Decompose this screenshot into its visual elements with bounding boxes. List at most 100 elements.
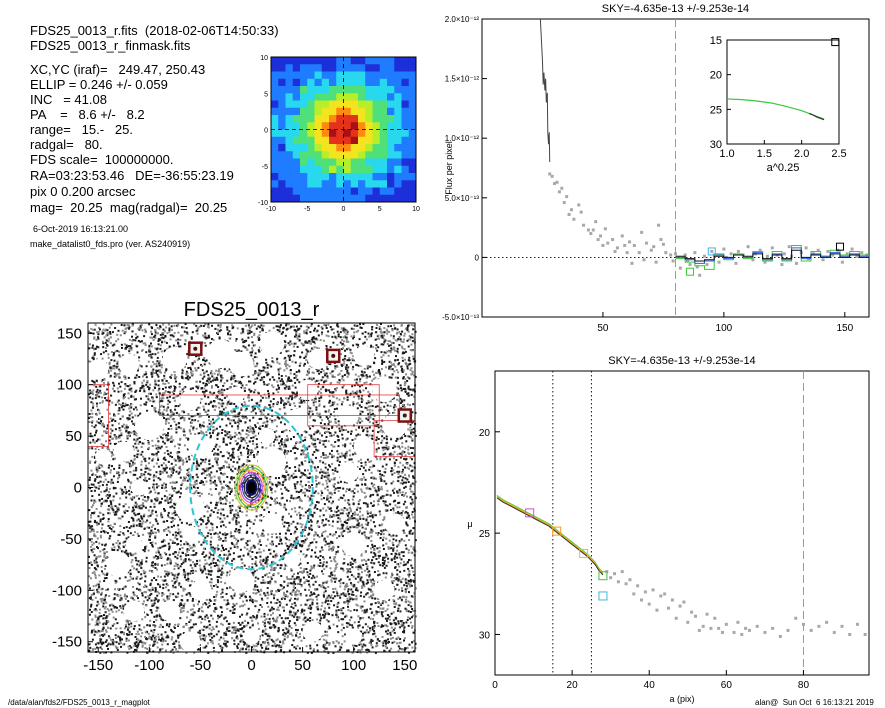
noise-pixel — [361, 394, 364, 397]
noise-pixel — [264, 641, 267, 643]
heatmap-cell — [329, 115, 337, 123]
heatmap-cell — [401, 158, 410, 167]
heatmap-cell — [285, 144, 294, 152]
noise-pixel — [165, 380, 168, 382]
noise-pixel — [250, 571, 253, 574]
noise-pixel — [284, 384, 287, 386]
heatmap-cell — [314, 165, 323, 174]
noise-pixel — [283, 521, 286, 524]
noise-pixel — [406, 506, 408, 509]
noise-pixel — [371, 639, 374, 642]
noise-pixel — [168, 418, 171, 421]
noise-pixel — [285, 323, 288, 326]
noise-pixel — [173, 324, 176, 327]
noise-pixel — [91, 420, 94, 423]
noise-pixel — [408, 559, 410, 561]
noise-pixel — [116, 362, 119, 365]
noise-pixel — [239, 597, 241, 600]
noise-pixel — [355, 402, 358, 405]
noise-pixel — [363, 371, 366, 374]
noise-pixel — [133, 625, 136, 628]
noise-pixel — [331, 404, 334, 407]
noise-pixel — [218, 389, 221, 392]
noise-pixel — [151, 564, 154, 567]
noise-pixel — [182, 609, 185, 612]
heatmap-cell — [387, 86, 395, 94]
noise-pixel — [98, 574, 101, 577]
heatmap-cell — [292, 115, 301, 123]
noise-pixel — [378, 510, 381, 513]
noise-pixel — [363, 492, 366, 494]
noise-pixel — [209, 482, 212, 485]
noise-pixel — [335, 511, 338, 514]
noise-pixel — [346, 649, 349, 652]
noise-pixel — [308, 583, 311, 586]
noise-pixel — [322, 616, 325, 619]
noise-pixel — [147, 448, 150, 451]
noise-pixel — [117, 477, 119, 480]
noise-pixel — [138, 507, 141, 510]
noise-pixel — [283, 423, 286, 426]
noise-pixel — [288, 633, 291, 635]
noise-pixel — [238, 411, 241, 414]
noise-pixel — [380, 529, 383, 532]
noise-pixel — [345, 340, 348, 343]
noise-pixel — [241, 627, 244, 629]
noise-pixel — [159, 338, 162, 341]
noise-pixel — [392, 509, 395, 512]
noise-pixel — [155, 447, 158, 450]
noise-pixel — [113, 343, 116, 346]
noise-pixel — [349, 570, 352, 573]
noise-pixel — [335, 613, 338, 616]
noise-pixel — [253, 519, 256, 522]
noise-pixel — [146, 624, 149, 627]
noise-pixel — [216, 547, 219, 550]
noise-pixel — [111, 424, 114, 427]
noise-pixel — [119, 588, 122, 591]
noise-pixel — [300, 461, 303, 464]
noise-pixel — [187, 378, 190, 381]
noise-pixel — [267, 558, 269, 561]
noise-pixel — [248, 539, 251, 542]
noise-pixel — [95, 561, 98, 564]
noise-pixel — [255, 600, 258, 603]
noise-pixel — [397, 494, 400, 497]
noise-pixel — [254, 584, 257, 586]
noise-pixel — [211, 422, 214, 425]
noise-pixel — [222, 533, 225, 536]
noise-pixel — [188, 523, 191, 526]
noise-pixel — [346, 522, 349, 525]
noise-pixel — [287, 323, 290, 326]
noise-pixel — [333, 445, 336, 448]
noise-pixel — [108, 361, 111, 364]
noise-pixel — [363, 375, 366, 378]
noise-pixel — [304, 474, 307, 476]
noise-pixel — [302, 618, 305, 621]
noise-pixel — [341, 386, 344, 389]
noise-pixel — [139, 639, 142, 642]
noise-pixel — [116, 471, 119, 474]
noise-pixel — [308, 575, 310, 578]
noise-pixel — [388, 458, 391, 461]
noise-pixel — [171, 391, 174, 394]
noise-pixel — [98, 326, 101, 329]
noise-pixel — [399, 461, 402, 464]
noise-pixel — [322, 644, 325, 647]
noise-pixel — [260, 417, 263, 420]
noise-pixel — [103, 580, 106, 582]
noise-pixel — [369, 629, 372, 632]
noise-pixel — [192, 549, 195, 552]
noise-pixel — [314, 342, 316, 345]
noise-pixel — [130, 394, 133, 397]
noise-pixel — [89, 392, 92, 394]
heatmap-cell — [350, 107, 359, 116]
noise-pixel — [131, 559, 134, 561]
noise-pixel — [131, 339, 134, 342]
noise-pixel — [337, 545, 340, 548]
noise-pixel — [198, 648, 201, 651]
noise-pixel — [393, 409, 396, 411]
noise-pixel — [236, 469, 239, 472]
noise-pixel — [287, 349, 290, 352]
noise-pixel — [266, 613, 269, 616]
